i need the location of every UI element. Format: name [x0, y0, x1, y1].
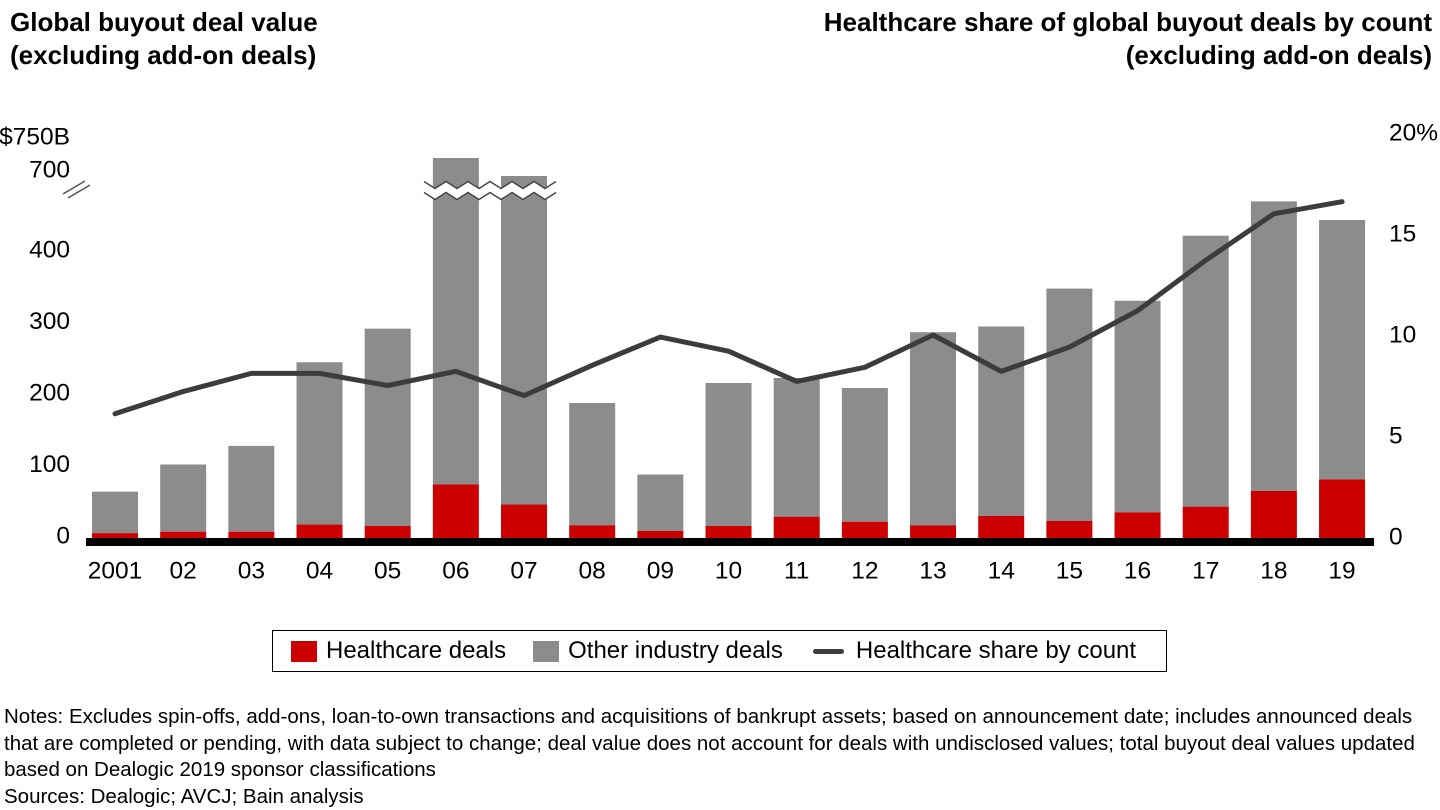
- legend-label-healthcare-share: Healthcare share by count: [856, 637, 1136, 665]
- bar-other-17: [1183, 236, 1229, 507]
- x-axis-label-16: 16: [1124, 558, 1151, 585]
- bar-healthcare-04: [297, 525, 343, 538]
- x-axis-label-10: 10: [715, 558, 742, 585]
- x-axis-line: [86, 538, 1374, 546]
- right-axis-tick-0: 0: [1389, 524, 1403, 551]
- chart-plot-area: 0100200300400700$750B05101520%2001020304…: [0, 0, 1440, 810]
- x-axis-label-02: 02: [170, 558, 197, 585]
- bar-healthcare-16: [1115, 512, 1161, 538]
- left-axis-tick-0: 0: [56, 523, 70, 550]
- bar-other-19: [1319, 220, 1365, 480]
- bar-healthcare-03: [228, 532, 274, 538]
- bar-healthcare-02: [160, 532, 206, 538]
- x-axis-label-06: 06: [442, 558, 469, 585]
- bar-other-03: [228, 446, 274, 532]
- left-axis-tick-400: 400: [29, 237, 70, 264]
- x-axis-label-17: 17: [1192, 558, 1219, 585]
- bar-healthcare-08: [569, 525, 615, 538]
- bar-healthcare-12: [842, 522, 888, 538]
- bar-other-14: [978, 327, 1024, 516]
- legend-swatch-healthcare-share-line: [813, 649, 844, 654]
- chart-canvas: Global buyout deal value (excluding add-…: [0, 0, 1440, 810]
- bar-healthcare-06: [433, 485, 479, 538]
- left-axis-tick-100: 100: [29, 451, 70, 478]
- left-axis-tick-300: 300: [29, 308, 70, 335]
- bar-other-08: [569, 403, 615, 525]
- bar-other-07: [501, 176, 547, 505]
- legend-swatch-other-industry-deals: [533, 641, 559, 662]
- right-axis-tick-20%: 20%: [1389, 120, 1438, 147]
- x-axis-label-07: 07: [510, 558, 537, 585]
- sources-text: Sources: Dealogic; AVCJ; Bain analysis: [4, 784, 1438, 810]
- bar-healthcare-2001: [92, 533, 138, 538]
- bar-other-15: [1046, 289, 1092, 521]
- x-axis-label-13: 13: [919, 558, 946, 585]
- bar-other-06: [433, 158, 479, 485]
- bar-other-12: [842, 388, 888, 522]
- bar-healthcare-13: [910, 525, 956, 538]
- legend-label-other-industry-deals: Other industry deals: [568, 637, 783, 665]
- bar-healthcare-19: [1319, 480, 1365, 538]
- bar-other-13: [910, 332, 956, 525]
- bar-other-10: [706, 383, 752, 526]
- bar-other-16: [1115, 301, 1161, 513]
- bar-other-05: [365, 329, 411, 526]
- x-axis-label-04: 04: [306, 558, 333, 585]
- right-axis-tick-10: 10: [1389, 322, 1416, 349]
- x-axis-label-2001: 2001: [88, 558, 143, 585]
- bar-healthcare-07: [501, 505, 547, 538]
- x-axis-label-12: 12: [851, 558, 878, 585]
- x-axis-label-09: 09: [647, 558, 674, 585]
- x-axis-label-15: 15: [1056, 558, 1083, 585]
- notes-text: Notes: Excludes spin-offs, add-ons, loan…: [4, 704, 1438, 784]
- left-axis-unit-label: $750B: [0, 124, 70, 151]
- x-axis-label-08: 08: [579, 558, 606, 585]
- bar-healthcare-11: [774, 517, 820, 538]
- left-axis-tick-200: 200: [29, 380, 70, 407]
- bar-healthcare-10: [706, 526, 752, 538]
- legend-label-healthcare-deals: Healthcare deals: [326, 637, 506, 665]
- legend: Healthcare deals Other industry deals He…: [272, 630, 1167, 672]
- bar-healthcare-14: [978, 516, 1024, 538]
- bar-other-11: [774, 378, 820, 517]
- x-axis-label-18: 18: [1260, 558, 1287, 585]
- x-axis-label-14: 14: [988, 558, 1015, 585]
- bar-healthcare-15: [1046, 521, 1092, 538]
- bar-healthcare-09: [637, 531, 683, 538]
- bar-other-09: [637, 475, 683, 531]
- bar-healthcare-17: [1183, 507, 1229, 538]
- bar-healthcare-05: [365, 526, 411, 538]
- bar-other-18: [1251, 201, 1297, 491]
- bar-other-04: [297, 362, 343, 524]
- left-axis-tick-700: 700: [29, 157, 70, 184]
- right-axis-tick-15: 15: [1389, 221, 1416, 248]
- bar-other-02: [160, 465, 206, 532]
- x-axis-label-19: 19: [1328, 558, 1355, 585]
- x-axis-label-05: 05: [374, 558, 401, 585]
- legend-swatch-healthcare-deals: [291, 641, 317, 662]
- right-axis-tick-5: 5: [1389, 423, 1403, 450]
- footnotes: Notes: Excludes spin-offs, add-ons, loan…: [4, 704, 1438, 810]
- bar-healthcare-18: [1251, 491, 1297, 538]
- bar-other-2001: [92, 492, 138, 533]
- y-axis-break-slash: [68, 185, 90, 198]
- x-axis-label-03: 03: [238, 558, 265, 585]
- x-axis-label-11: 11: [784, 558, 809, 585]
